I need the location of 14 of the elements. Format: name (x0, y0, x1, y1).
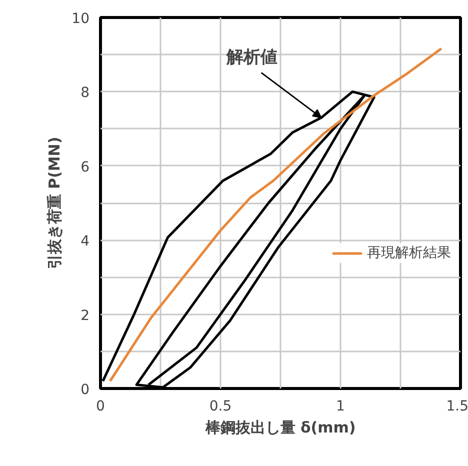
x-tick-label: 0.5 (209, 398, 232, 414)
y-tick-label: 6 (80, 159, 90, 176)
x-tick-label: 0 (96, 398, 105, 414)
y-axis-title: 引抜き荷重 P(MN) (46, 136, 64, 270)
y-tick-label: 0 (80, 382, 90, 398)
y-tick-label: 4 (80, 234, 90, 250)
y-tick-label: 2 (80, 308, 90, 324)
y-tick-label: 8 (80, 85, 90, 102)
legend-label: 再現解析結果 (367, 244, 451, 262)
x-tick-label: 1.5 (446, 398, 468, 414)
y-tick-label: 10 (72, 11, 90, 27)
x-axis-title: 棒鋼抜出し量 δ(mm) (204, 418, 356, 436)
annotation: 解析値 (225, 48, 278, 68)
x-tick-label: 1 (336, 398, 345, 414)
